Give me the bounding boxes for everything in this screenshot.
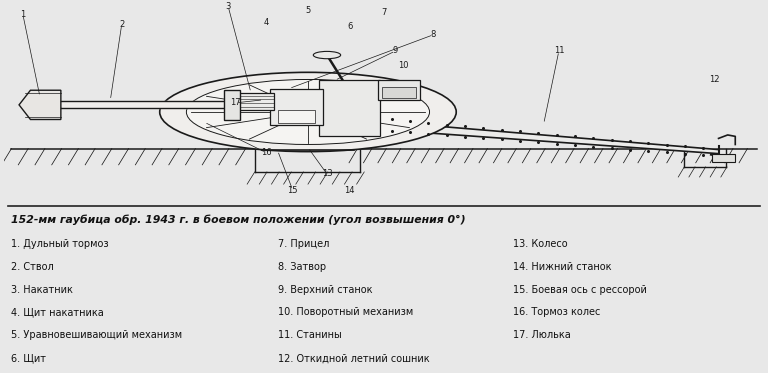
FancyBboxPatch shape: [273, 125, 380, 140]
FancyBboxPatch shape: [713, 154, 735, 162]
Circle shape: [299, 110, 317, 115]
Text: 15: 15: [287, 186, 298, 195]
Text: 3. Накатник: 3. Накатник: [12, 285, 73, 295]
Text: 17: 17: [230, 98, 241, 107]
Text: 14: 14: [345, 186, 355, 195]
Text: 13: 13: [322, 169, 333, 178]
Text: 8. Затвор: 8. Затвор: [277, 262, 326, 272]
Circle shape: [187, 79, 429, 144]
Text: 13. Колесо: 13. Колесо: [513, 239, 568, 249]
Text: 7: 7: [382, 8, 386, 17]
Text: 15. Боевая ось с рессорой: 15. Боевая ось с рессорой: [513, 285, 647, 295]
Text: 3: 3: [226, 2, 231, 11]
Polygon shape: [376, 121, 719, 154]
Text: 9. Верхний станок: 9. Верхний станок: [277, 285, 372, 295]
Text: 8: 8: [431, 30, 436, 39]
Text: 16: 16: [261, 148, 271, 157]
Text: 11. Станины: 11. Станины: [277, 330, 341, 341]
Text: 152-мм гаубица обр. 1943 г. в боевом положении (угол возвышения 0°): 152-мм гаубица обр. 1943 г. в боевом пол…: [12, 214, 466, 225]
Text: 4. Щит накатника: 4. Щит накатника: [12, 307, 104, 317]
Text: 12: 12: [710, 75, 720, 84]
Text: 4: 4: [263, 18, 269, 27]
Text: 6. Щит: 6. Щит: [12, 353, 46, 363]
Text: 11: 11: [554, 47, 564, 56]
FancyBboxPatch shape: [277, 110, 315, 123]
FancyBboxPatch shape: [232, 93, 273, 110]
Text: 2: 2: [119, 20, 124, 29]
FancyBboxPatch shape: [270, 89, 323, 125]
Text: 7. Прицел: 7. Прицел: [277, 239, 329, 249]
Text: 2. Ствол: 2. Ствол: [12, 262, 55, 272]
Circle shape: [160, 72, 456, 151]
Text: 14. Нижний станок: 14. Нижний станок: [513, 262, 612, 272]
FancyBboxPatch shape: [378, 81, 420, 100]
FancyBboxPatch shape: [382, 87, 416, 98]
Text: 10: 10: [398, 61, 409, 70]
Text: 1: 1: [20, 10, 25, 19]
Text: 16. Тормоз колес: 16. Тормоз колес: [513, 307, 601, 317]
Text: 17. Люлька: 17. Люлька: [513, 330, 571, 341]
Polygon shape: [19, 90, 61, 119]
Text: 6: 6: [347, 22, 353, 31]
Circle shape: [313, 51, 341, 59]
Text: 12. Откидной летний сошник: 12. Откидной летний сошник: [277, 353, 429, 363]
Text: 5. Уравновешивающий механизм: 5. Уравновешивающий механизм: [12, 330, 183, 341]
FancyBboxPatch shape: [224, 90, 240, 120]
Text: 10. Поворотный механизм: 10. Поворотный механизм: [277, 307, 413, 317]
Text: 9: 9: [392, 47, 398, 56]
Circle shape: [290, 107, 326, 117]
Text: 1. Дульный тормоз: 1. Дульный тормоз: [12, 239, 109, 249]
Text: 5: 5: [306, 6, 310, 15]
FancyBboxPatch shape: [319, 81, 380, 137]
